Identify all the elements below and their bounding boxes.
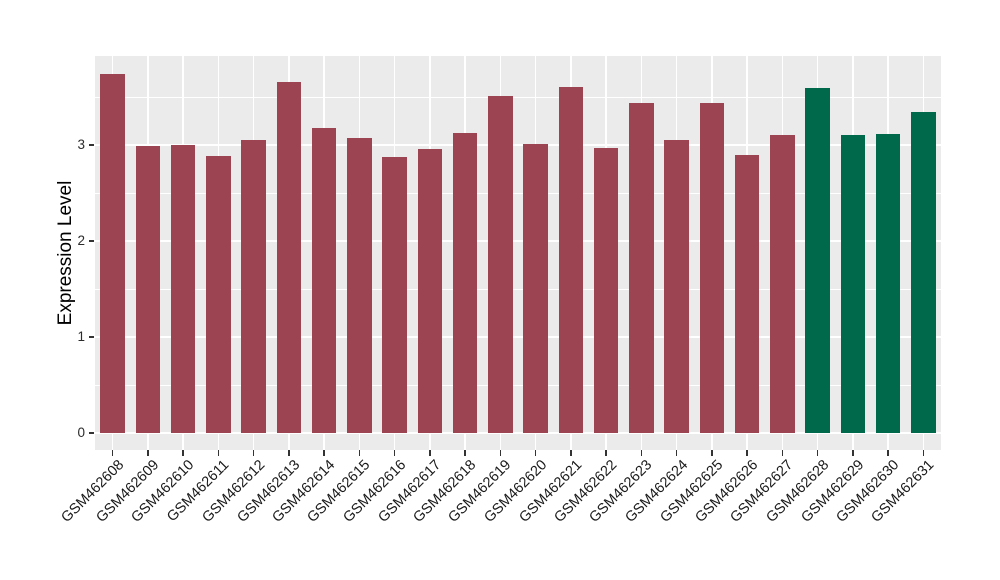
x-tick-mark — [499, 450, 502, 456]
bar-GSM462623 — [629, 102, 654, 433]
bar-GSM462628 — [805, 88, 830, 433]
x-tick-mark — [393, 450, 396, 456]
bar-GSM462613 — [276, 81, 302, 433]
x-tick-mark — [358, 450, 361, 456]
bar-GSM462610 — [170, 145, 196, 433]
gridline-horizontal-minor — [95, 288, 941, 290]
gridline-horizontal-minor — [95, 384, 941, 386]
x-tick-mark — [252, 450, 255, 456]
y-tick-mark — [88, 240, 94, 242]
bar-GSM462618 — [452, 132, 478, 433]
bar-GSM462626 — [734, 154, 760, 433]
x-tick-mark — [640, 450, 643, 456]
x-tick-mark — [852, 450, 854, 456]
x-tick-mark — [887, 450, 889, 456]
y-tick-mark — [88, 336, 94, 338]
bar-GSM462615 — [347, 138, 372, 433]
y-tick-mark — [88, 144, 94, 146]
bar-GSM462624 — [664, 140, 689, 433]
bar-GSM462621 — [558, 87, 584, 433]
x-tick-mark — [464, 450, 466, 456]
x-tick-mark — [429, 450, 431, 456]
gridline-horizontal-minor — [95, 96, 941, 98]
bar-GSM462617 — [417, 148, 443, 433]
bar-GSM462619 — [488, 96, 513, 433]
y-tick-label: 3 — [77, 137, 85, 152]
x-tick-mark — [816, 450, 819, 456]
bar-GSM462616 — [382, 157, 407, 433]
x-tick-mark — [534, 450, 537, 456]
bar-GSM462608 — [100, 73, 125, 433]
x-tick-mark — [781, 450, 784, 456]
gridline-horizontal-major — [95, 144, 941, 146]
bar-GSM462631 — [911, 112, 936, 433]
x-tick-mark — [675, 450, 678, 456]
bar-GSM462627 — [770, 135, 795, 433]
y-tick-label: 2 — [77, 233, 85, 248]
x-tick-mark — [288, 450, 290, 456]
bar-GSM462622 — [593, 147, 619, 433]
bar-GSM462630 — [875, 134, 901, 433]
bar-GSM462612 — [241, 140, 266, 433]
bar-GSM462609 — [135, 145, 161, 433]
gridline-horizontal-major — [95, 432, 941, 434]
x-tick-mark — [605, 450, 607, 456]
gridline-horizontal-minor — [95, 192, 941, 194]
x-tick-mark — [217, 450, 220, 456]
x-tick-mark — [147, 450, 149, 456]
y-tick-mark — [88, 432, 94, 434]
x-tick-mark — [711, 450, 713, 456]
bar-GSM462629 — [840, 135, 866, 433]
bar-GSM462611 — [206, 155, 231, 433]
y-tick-label: 0 — [77, 425, 85, 440]
gridline-horizontal-major — [95, 240, 941, 242]
bar-GSM462614 — [311, 127, 337, 433]
x-tick-mark — [182, 450, 184, 456]
plot-panel — [95, 56, 941, 450]
x-tick-mark — [570, 450, 572, 456]
bar-GSM462620 — [523, 144, 548, 433]
bar-GSM462625 — [699, 102, 725, 433]
x-tick-mark — [746, 450, 748, 456]
gridline-horizontal-major — [95, 336, 941, 338]
y-tick-label: 1 — [77, 329, 85, 344]
x-tick-mark — [323, 450, 325, 456]
x-tick-mark — [922, 450, 925, 456]
x-tick-mark — [111, 450, 114, 456]
